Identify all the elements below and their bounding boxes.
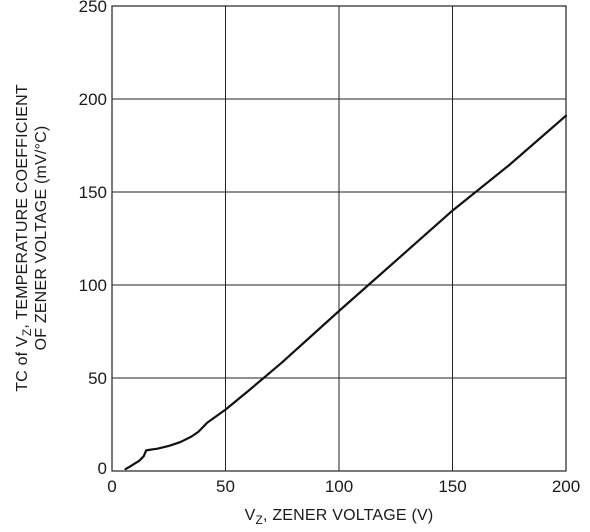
y-axis-title: TC of VZ, TEMPERATURE COEFFICIENT OF ZEN… xyxy=(14,84,50,392)
series-layer xyxy=(124,114,568,471)
x-tick-labels: 0 50 100 150 200 xyxy=(107,477,580,496)
plot-frame xyxy=(111,5,567,472)
y-tick-label: 150 xyxy=(79,183,107,202)
grid xyxy=(112,6,566,471)
y-tick-labels: 0 50 100 150 200 250 xyxy=(79,0,107,478)
x-axis-title: VZ, ZENER VOLTAGE (V) xyxy=(245,507,434,527)
y-tick-label: 200 xyxy=(79,90,107,109)
x-tick-label: 0 xyxy=(107,477,116,496)
x-tick-label: 100 xyxy=(325,477,353,496)
y-tick-label: 0 xyxy=(98,459,107,478)
y-tick-label: 50 xyxy=(88,369,107,388)
y-tick-label: 100 xyxy=(79,276,107,295)
x-tick-label: 50 xyxy=(216,477,235,496)
x-tick-label: 150 xyxy=(438,477,466,496)
x-tick-label: 200 xyxy=(552,477,580,496)
series-line xyxy=(124,114,568,471)
y-tick-label: 250 xyxy=(79,0,107,16)
y-axis-title-line2: OF ZENER VOLTAGE (mV/°C) xyxy=(33,126,50,351)
y-axis-title-line1: TC of VZ, TEMPERATURE COEFFICIENT xyxy=(14,84,34,392)
